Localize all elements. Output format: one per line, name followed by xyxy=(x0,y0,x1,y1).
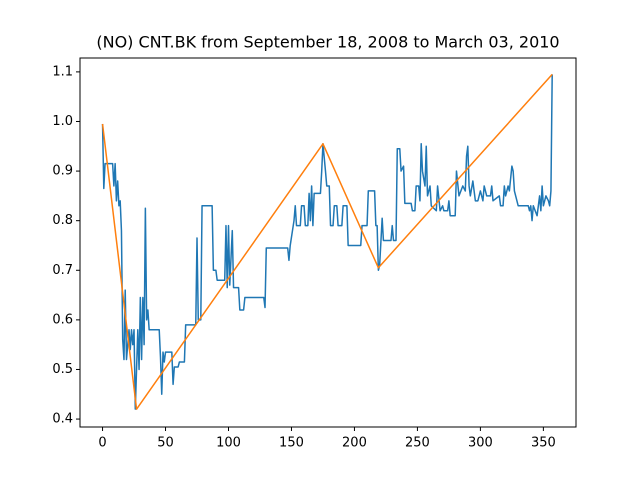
line-series xyxy=(101,73,553,410)
x-tick-label: 100 xyxy=(216,436,241,451)
plot-area xyxy=(101,73,553,410)
line-series xyxy=(101,74,553,410)
y-tick-label: 0.7 xyxy=(52,263,73,278)
x-tick-label: 300 xyxy=(468,436,493,451)
axes-frame xyxy=(79,57,577,428)
y-tick-label: 0.5 xyxy=(52,362,73,377)
chart-title: (NO) CNT.BK from September 18, 2008 to M… xyxy=(96,33,559,52)
y-tick-label: 1.1 xyxy=(52,64,73,79)
y-tick-label: 1.0 xyxy=(52,114,73,129)
x-tick-label: 50 xyxy=(157,436,174,451)
x-tick-label: 0 xyxy=(98,436,106,451)
y-tick-label: 0.9 xyxy=(52,164,73,179)
x-tick-label: 250 xyxy=(405,436,430,451)
x-tick-label: 150 xyxy=(279,436,304,451)
y-tick-label: 0.8 xyxy=(52,213,73,228)
x-tick-label: 200 xyxy=(342,436,367,451)
x-tick-label: 350 xyxy=(531,436,556,451)
y-tick-label: 0.4 xyxy=(52,412,73,427)
y-tick-label: 0.6 xyxy=(52,312,73,327)
